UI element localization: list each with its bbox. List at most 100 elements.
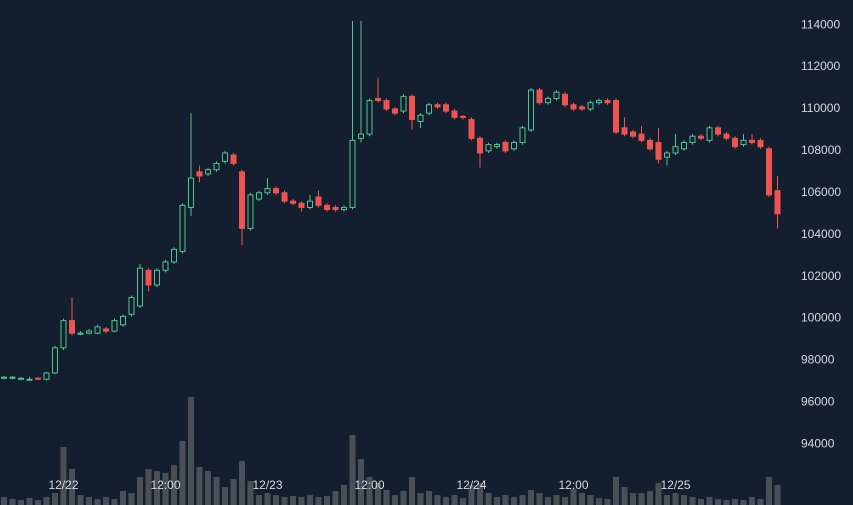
candle-body [43, 372, 50, 380]
volume-bar [273, 495, 279, 505]
candle-body [145, 269, 152, 286]
candle-body [383, 100, 390, 110]
candle-body [460, 115, 466, 118]
volume-bar [392, 495, 398, 505]
candle-body [196, 171, 203, 177]
candle-body [315, 196, 322, 206]
volume-bar [536, 493, 543, 505]
volume-bar [103, 497, 109, 505]
volume-bar [111, 499, 118, 505]
candle-body [706, 127, 713, 141]
candle-body [213, 162, 220, 171]
candle-body [749, 139, 755, 143]
candle-body [757, 139, 764, 148]
volume-bar [732, 499, 738, 505]
volume-bar [723, 500, 730, 505]
volume-bar [341, 485, 347, 505]
candle-body [400, 95, 407, 112]
volume-bar [664, 495, 670, 505]
volume-bar [358, 459, 364, 505]
volume-bar [26, 498, 33, 505]
candle-body [613, 100, 619, 133]
volume-bar [290, 496, 296, 505]
volume-bar [409, 477, 415, 505]
volume-bar [443, 497, 449, 505]
candle-body [154, 269, 160, 286]
y-tick-label: 110000 [801, 101, 840, 115]
volume-bar [477, 483, 483, 505]
volume-bar [400, 491, 407, 505]
volume-bar [494, 497, 500, 505]
volume-bar [460, 498, 466, 505]
y-tick-label: 98000 [801, 353, 835, 367]
candle-body [86, 330, 92, 334]
volume-bar [247, 481, 254, 505]
candle-body [511, 141, 517, 150]
volume-bar [94, 499, 101, 505]
candle-body [443, 104, 449, 112]
volume-bar [154, 471, 160, 505]
volume-bar [171, 465, 177, 505]
candle-body [468, 118, 475, 139]
y-tick-label: 108000 [801, 143, 841, 157]
volume-bar [137, 477, 143, 505]
candle-body [528, 89, 534, 131]
volume-bar [562, 497, 568, 505]
volume-bar [205, 471, 211, 505]
candle-body [604, 100, 611, 104]
volume-bar [434, 495, 441, 505]
candle-body [417, 114, 424, 123]
volume-bar [519, 495, 526, 505]
candle-body [740, 139, 747, 146]
candle-body [120, 315, 126, 326]
volume-bar [18, 500, 24, 505]
candle-body [290, 200, 296, 204]
candle-body [579, 106, 585, 110]
volume-bar [774, 485, 781, 505]
candle-body [349, 139, 356, 208]
volume-bar [60, 447, 67, 505]
volume-bar [621, 487, 628, 505]
volume-bar [757, 499, 764, 505]
candle-body [477, 137, 483, 154]
volume-bar [706, 497, 713, 505]
x-tick-label: 12:00 [354, 478, 384, 492]
candle-body [723, 133, 730, 139]
y-tick-label: 100000 [801, 311, 841, 325]
volume-bar [451, 495, 458, 505]
candle-body [647, 139, 653, 150]
candle-body [35, 377, 41, 380]
volume-bar [689, 497, 696, 505]
volume-bar [417, 493, 424, 505]
candle-body [536, 89, 543, 104]
volume-bar [596, 498, 602, 505]
candle-body [698, 135, 704, 139]
candle-body [222, 152, 228, 162]
candle-body [341, 206, 347, 211]
candle-body [230, 154, 237, 164]
candle-body [596, 100, 602, 104]
volume-bar [766, 477, 772, 505]
volume-bar [239, 461, 245, 505]
candle-body [247, 194, 254, 229]
volume-bar [9, 499, 16, 505]
candle-body [111, 320, 118, 332]
y-tick-label: 96000 [801, 394, 835, 408]
candle-body [137, 267, 143, 307]
candle-body [264, 188, 271, 194]
y-tick-label: 104000 [801, 227, 841, 241]
candle-body [570, 104, 577, 110]
candle-body [553, 91, 560, 99]
candle-body [630, 131, 636, 137]
candle-body [732, 137, 738, 148]
volume-bar [613, 477, 619, 505]
candle-body [358, 133, 364, 139]
x-tick-label: 12/23 [252, 478, 282, 492]
volume-bar [179, 441, 186, 505]
volume-bar [256, 495, 262, 505]
volume-bar [120, 491, 126, 505]
volume-bar [587, 495, 594, 505]
candle-body [587, 102, 594, 110]
volume-bar [681, 495, 687, 505]
candle-body [52, 347, 58, 374]
